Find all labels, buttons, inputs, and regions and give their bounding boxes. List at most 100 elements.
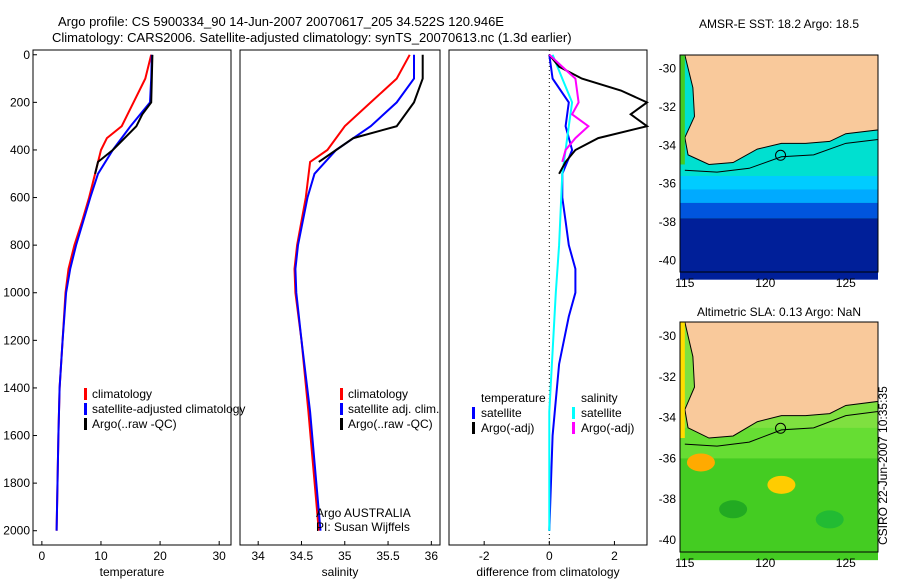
series-line-2 bbox=[94, 54, 154, 175]
coastal-strip bbox=[680, 55, 685, 165]
legend-swatch bbox=[84, 403, 87, 415]
legend-label: Argo(-adj) bbox=[581, 421, 634, 435]
legend-title: salinity bbox=[581, 391, 618, 405]
title-line-1: Argo profile: CS 5900334_90 14-Jun-2007 … bbox=[58, 14, 504, 29]
series-line-1 bbox=[294, 54, 415, 531]
coastal-strip bbox=[680, 322, 685, 439]
float-position-marker bbox=[775, 422, 787, 434]
axes-frame bbox=[448, 49, 648, 546]
y-tick-label: -40 bbox=[659, 533, 677, 547]
sea-band bbox=[680, 458, 878, 561]
x-tick-label: 35.5 bbox=[376, 549, 400, 563]
y-tick-label: -30 bbox=[659, 329, 677, 343]
annotation: Argo AUSTRALIA bbox=[316, 506, 411, 520]
axes-frame bbox=[32, 49, 232, 546]
anomaly-blob bbox=[719, 500, 748, 519]
x-tick-label: 34.5 bbox=[290, 549, 314, 563]
x-tick-label: -2 bbox=[479, 549, 490, 563]
x-tick-label: 2 bbox=[611, 549, 618, 563]
legend-swatch bbox=[340, 418, 343, 430]
y-tick-label: 400 bbox=[10, 143, 30, 157]
x-tick-label: 34 bbox=[252, 549, 266, 563]
legend-swatch bbox=[472, 407, 475, 419]
legend-swatch bbox=[572, 407, 575, 419]
legend-swatch bbox=[340, 403, 343, 415]
y-tick-label: 1800 bbox=[3, 476, 30, 490]
y-tick-label: -34 bbox=[659, 411, 677, 425]
map-title: AMSR-E SST: 18.2 Argo: 18.5 bbox=[699, 17, 859, 31]
y-tick-label: 1600 bbox=[3, 429, 30, 443]
anomaly-blob bbox=[686, 453, 715, 472]
legend-swatch bbox=[572, 422, 575, 434]
anomaly-blob bbox=[767, 475, 796, 494]
x-axis-label: salinity bbox=[322, 565, 359, 579]
sea-band bbox=[680, 202, 878, 219]
annotation: PI: Susan Wijffels bbox=[316, 520, 410, 534]
sea-band bbox=[680, 175, 878, 190]
x-tick-label: 36 bbox=[425, 549, 439, 563]
legend-label: satellite bbox=[481, 406, 522, 420]
x-tick-label: 120 bbox=[755, 276, 775, 290]
x-tick-label: 30 bbox=[212, 549, 226, 563]
y-tick-label: 1000 bbox=[3, 286, 30, 300]
y-tick-label: -38 bbox=[659, 492, 677, 506]
anomaly-blob bbox=[815, 510, 844, 529]
series-line-0 bbox=[293, 54, 411, 531]
y-tick-label: -36 bbox=[659, 177, 677, 191]
series-line-2 bbox=[548, 54, 650, 175]
map-map1 bbox=[680, 54, 879, 280]
x-tick-label: 115 bbox=[675, 276, 694, 290]
legend-title: temperature bbox=[481, 391, 546, 405]
series-line-3 bbox=[548, 54, 590, 163]
y-tick-label: 0 bbox=[23, 48, 30, 62]
x-tick-label: 120 bbox=[755, 556, 775, 570]
map-title: Altimetric SLA: 0.13 Argo: NaN bbox=[697, 305, 861, 319]
axes-frame bbox=[239, 49, 441, 546]
y-tick-label: 2000 bbox=[3, 524, 30, 538]
legend-label: climatology bbox=[348, 387, 408, 401]
legend-swatch bbox=[472, 422, 475, 434]
legend-swatch bbox=[84, 388, 87, 400]
y-tick-label: 200 bbox=[10, 95, 30, 109]
x-axis-label: difference from climatology bbox=[476, 565, 619, 579]
land bbox=[680, 321, 879, 439]
legend-swatch bbox=[340, 388, 343, 400]
series-line-1 bbox=[548, 54, 574, 531]
y-tick-label: -40 bbox=[659, 253, 677, 267]
series-line-2 bbox=[318, 54, 424, 163]
y-tick-label: -34 bbox=[659, 138, 677, 152]
sea-band bbox=[680, 189, 878, 203]
isobath bbox=[684, 138, 879, 173]
y-tick-label: -36 bbox=[659, 451, 677, 465]
x-tick-label: 125 bbox=[836, 556, 856, 570]
legend-label: Argo(..raw -QC) bbox=[92, 417, 177, 431]
y-tick-label: -38 bbox=[659, 215, 677, 229]
series-line-0 bbox=[548, 54, 577, 531]
y-tick-label: -32 bbox=[659, 100, 677, 114]
isobath bbox=[684, 411, 879, 447]
x-tick-label: 35 bbox=[338, 549, 352, 563]
legend-label: satellite adj. clim. bbox=[348, 402, 439, 416]
y-tick-label: 600 bbox=[10, 191, 30, 205]
y-tick-label: 800 bbox=[10, 238, 30, 252]
x-tick-label: 125 bbox=[836, 276, 856, 290]
land bbox=[680, 54, 879, 165]
y-tick-label: -32 bbox=[659, 370, 677, 384]
x-tick-label: 115 bbox=[675, 556, 694, 570]
legend-label: satellite bbox=[581, 406, 622, 420]
y-tick-label: -30 bbox=[659, 61, 677, 75]
x-axis-label: temperature bbox=[100, 565, 165, 579]
x-tick-label: 10 bbox=[94, 549, 108, 563]
float-position-marker bbox=[775, 149, 787, 161]
legend-label: Argo(-adj) bbox=[481, 421, 534, 435]
y-tick-label: 1400 bbox=[3, 381, 30, 395]
sea-band bbox=[680, 218, 878, 280]
series-line-1 bbox=[55, 54, 153, 531]
map-frame bbox=[679, 54, 879, 273]
legend-label: satellite-adjusted climatology bbox=[92, 402, 245, 416]
legend-label: climatology bbox=[92, 387, 152, 401]
x-tick-label: 0 bbox=[39, 549, 46, 563]
y-tick-label: 1200 bbox=[3, 333, 30, 347]
